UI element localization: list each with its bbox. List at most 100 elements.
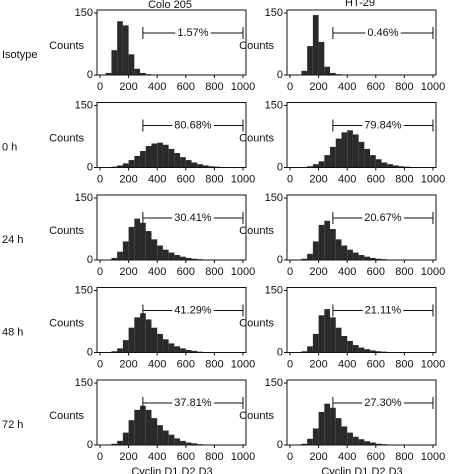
x-tick-label: 1000: [231, 358, 255, 370]
x-tick-label: 1000: [231, 81, 255, 93]
y-tick-label: 150: [75, 377, 93, 389]
histogram-bar: [307, 346, 313, 353]
gate-label-bg: [365, 26, 401, 39]
histogram-bar: [358, 141, 365, 168]
gate-label-bg: [362, 119, 404, 132]
histogram-bar: [381, 162, 388, 168]
histogram-bar: [358, 439, 365, 445]
histogram-bar: [341, 132, 348, 168]
column-title: Colo 205: [148, 0, 192, 11]
histogram-bar: [117, 21, 123, 75]
y-tick-label: 0: [277, 69, 283, 81]
gate-label: 20.67%: [364, 212, 402, 224]
histogram-bar: [151, 143, 158, 168]
y-axis-title: Counts: [239, 225, 274, 237]
histogram-bar: [318, 224, 325, 260]
plot-frame: [286, 379, 437, 446]
x-tick-label: 200: [309, 358, 327, 370]
histogram-bar: [324, 66, 331, 75]
x-tick-label: 0: [97, 266, 103, 278]
x-tick-label: 1000: [421, 266, 445, 278]
histogram-bar: [324, 309, 331, 353]
y-tick-label: 150: [265, 7, 283, 19]
y-tick-label: 0: [277, 254, 283, 266]
histogram-bar: [301, 443, 308, 445]
x-tick-label: 800: [205, 266, 223, 278]
histogram-bar: [312, 164, 319, 168]
histogram-bar: [140, 405, 146, 445]
histogram-bar: [341, 245, 348, 260]
histogram-bar: [335, 418, 342, 445]
histogram-bar: [140, 150, 146, 168]
x-tick-label: 1000: [231, 266, 255, 278]
histogram-bar: [122, 340, 129, 353]
histogram-bar: [185, 350, 192, 353]
row-label: 24 h: [2, 234, 23, 246]
gate-label-bg: [172, 304, 214, 317]
x-tick-label: 200: [309, 173, 327, 185]
histogram-bar: [151, 418, 158, 445]
plot-frame: [286, 194, 437, 261]
x-tick-label: 600: [177, 81, 195, 93]
y-tick-label: 0: [87, 69, 93, 81]
x-tick-label: 0: [287, 81, 293, 93]
x-tick-label: 400: [338, 358, 356, 370]
x-tick-label: 400: [148, 81, 166, 93]
y-tick-label: 0: [87, 346, 93, 358]
x-tick-label: 600: [367, 451, 385, 463]
x-tick-label: 1000: [421, 173, 445, 185]
histogram-bar: [174, 255, 181, 260]
x-tick-label: 1000: [421, 451, 445, 463]
histogram-bar: [318, 411, 325, 445]
histogram-bar: [162, 339, 169, 353]
histogram-bar: [117, 348, 123, 353]
plot-frame: [96, 9, 247, 76]
histogram-bar: [318, 315, 325, 353]
histogram-bar: [352, 134, 359, 168]
histogram-bar: [117, 165, 123, 168]
histogram-bar: [370, 350, 376, 353]
histogram-bar: [392, 165, 399, 168]
histogram-bar: [370, 257, 376, 260]
histogram-bar: [375, 159, 382, 168]
y-axis-title: Counts: [49, 132, 84, 144]
histogram-bar: [151, 327, 158, 353]
gate-label: 41.29%: [174, 304, 212, 316]
x-tick-label: 800: [205, 451, 223, 463]
histogram-bar: [105, 72, 112, 75]
x-tick-label: 200: [309, 266, 327, 278]
histogram-bar: [352, 436, 359, 445]
histogram-bar: [157, 333, 163, 353]
y-tick-label: 150: [75, 99, 93, 111]
x-tick-label: 400: [338, 266, 356, 278]
x-tick-label: 800: [395, 173, 413, 185]
y-axis-title: Counts: [239, 410, 274, 422]
row-label: 0 h: [2, 141, 17, 153]
histogram-bar: [111, 50, 118, 75]
x-tick-label: 400: [148, 173, 166, 185]
histogram-bar: [197, 164, 203, 168]
gate-label: 1.57%: [177, 27, 208, 39]
histogram-bar: [157, 142, 163, 168]
histogram-bar: [318, 161, 325, 168]
y-tick-label: 150: [265, 284, 283, 296]
histogram-bar: [202, 165, 209, 168]
x-tick-label: 200: [119, 451, 137, 463]
histogram-bar: [117, 440, 123, 445]
histogram-bar: [134, 409, 141, 445]
x-tick-label: 0: [97, 81, 103, 93]
histogram-bar: [122, 432, 129, 445]
histogram-bar: [128, 54, 135, 75]
histogram-bar: [358, 255, 365, 260]
histogram-bar: [364, 349, 371, 353]
histogram-bar: [330, 72, 336, 75]
gate-label-bg: [172, 396, 214, 409]
x-tick-label: 0: [287, 451, 293, 463]
histogram-bar: [140, 313, 146, 353]
x-tick-label: 400: [148, 266, 166, 278]
histogram-bar: [168, 343, 175, 353]
histogram-bar: [312, 15, 319, 76]
gate-label: 21.11%: [365, 304, 402, 316]
x-tick-label: 800: [205, 173, 223, 185]
gate-label-bg: [362, 396, 404, 409]
